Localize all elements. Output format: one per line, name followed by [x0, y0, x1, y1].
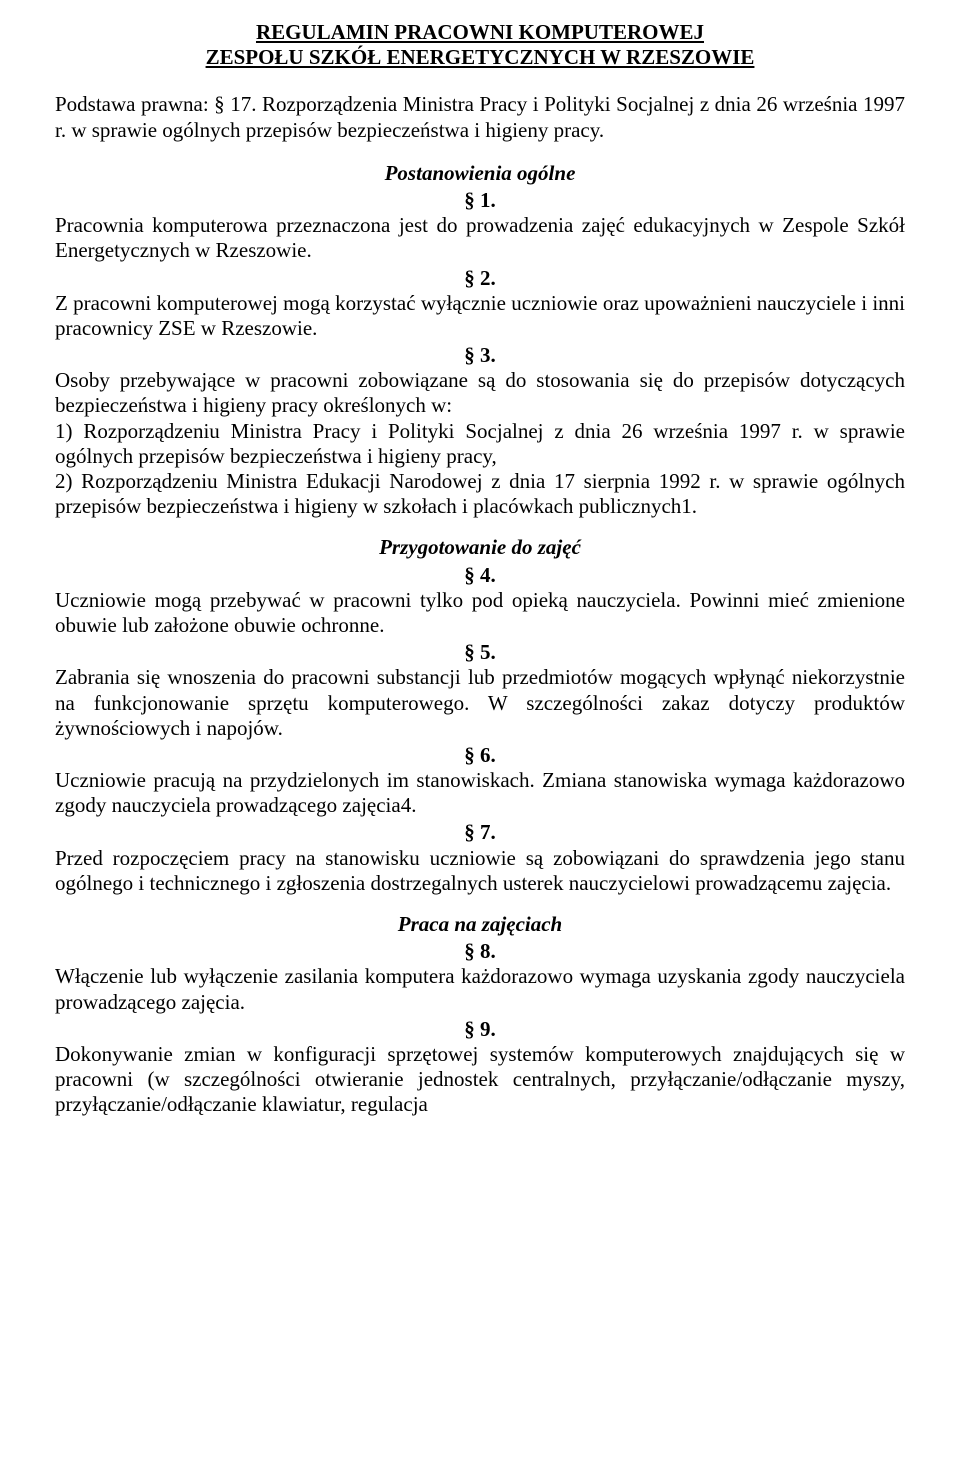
paragraph-num-3: § 3. — [55, 343, 905, 368]
paragraph-8-text: Włączenie lub wyłączenie zasilania kompu… — [55, 964, 905, 1014]
paragraph-6-text: Uczniowie pracują na przydzielonych im s… — [55, 768, 905, 818]
paragraph-num-7: § 7. — [55, 820, 905, 845]
paragraph-2-text: Z pracowni komputerowej mogą korzystać w… — [55, 291, 905, 341]
title-line-2: ZESPOŁU SZKÓŁ ENERGETYCZNYCH W RZESZOWIE — [206, 45, 755, 69]
paragraph-num-5: § 5. — [55, 640, 905, 665]
section-heading-preparation: Przygotowanie do zajęć — [55, 535, 905, 560]
paragraph-1-text: Pracownia komputerowa przeznaczona jest … — [55, 213, 905, 263]
legal-basis-label: Podstawa prawna — [55, 92, 203, 116]
paragraph-4-text: Uczniowie mogą przebywać w pracowni tylk… — [55, 588, 905, 638]
paragraph-num-6: § 6. — [55, 743, 905, 768]
title-line-1: REGULAMIN PRACOWNI KOMPUTEROWEJ — [256, 20, 704, 44]
paragraph-num-1: § 1. — [55, 188, 905, 213]
paragraph-num-8: § 8. — [55, 939, 905, 964]
document-page: REGULAMIN PRACOWNI KOMPUTEROWEJ ZESPOŁU … — [0, 0, 960, 1468]
paragraph-5-text: Zabrania się wnoszenia do pracowni subst… — [55, 665, 905, 741]
paragraph-3-text: Osoby przebywające w pracowni zobowiązan… — [55, 368, 905, 519]
paragraph-num-9: § 9. — [55, 1017, 905, 1042]
section-heading-general: Postanowienia ogólne — [55, 161, 905, 186]
legal-basis: Podstawa prawna: § 17. Rozporządzenia Mi… — [55, 92, 905, 142]
paragraph-num-2: § 2. — [55, 266, 905, 291]
document-title: REGULAMIN PRACOWNI KOMPUTEROWEJ ZESPOŁU … — [55, 20, 905, 70]
paragraph-num-4: § 4. — [55, 563, 905, 588]
paragraph-9-text: Dokonywanie zmian w konfiguracji sprzęto… — [55, 1042, 905, 1118]
section-heading-work: Praca na zajęciach — [55, 912, 905, 937]
paragraph-7-text: Przed rozpoczęciem pracy na stanowisku u… — [55, 846, 905, 896]
